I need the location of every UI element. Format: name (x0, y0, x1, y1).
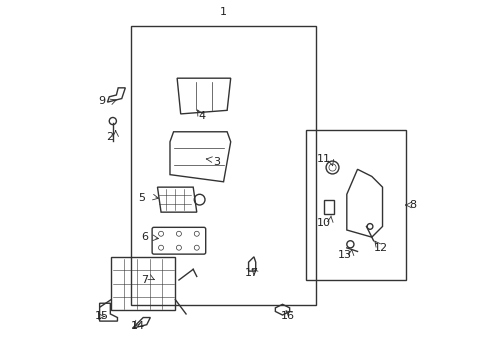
Text: 10: 10 (317, 218, 331, 228)
Text: 14: 14 (131, 321, 145, 332)
Text: 9: 9 (98, 96, 106, 107)
Text: 2: 2 (106, 132, 113, 142)
Text: 1: 1 (220, 7, 227, 17)
Text: 16: 16 (281, 311, 295, 321)
Bar (131, 26, 317, 305)
Text: 17: 17 (245, 268, 259, 278)
Bar (323, 200, 334, 214)
Text: 12: 12 (374, 243, 388, 253)
Text: 13: 13 (338, 250, 352, 260)
Text: 15: 15 (95, 311, 109, 321)
Text: 11: 11 (317, 154, 331, 163)
Text: 7: 7 (142, 275, 148, 285)
Bar (111, 257, 175, 310)
Text: 4: 4 (198, 111, 206, 121)
Text: 8: 8 (409, 200, 416, 210)
Text: 3: 3 (213, 157, 220, 167)
Bar (306, 130, 406, 280)
Text: 6: 6 (142, 232, 148, 242)
Text: 5: 5 (138, 193, 145, 203)
